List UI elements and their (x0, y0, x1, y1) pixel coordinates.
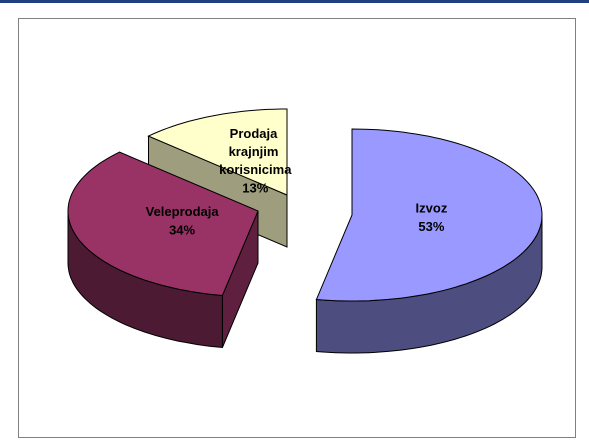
slice-label-line: Izvoz (416, 201, 448, 216)
slice-label-line: krajnjim (229, 144, 282, 159)
slice-label: Izvoz (416, 201, 448, 216)
top-border (0, 0, 589, 3)
slice-top (67, 151, 259, 297)
slice-top (147, 108, 288, 196)
slice-value-label: 34% (169, 223, 195, 238)
slice-label: Veleprodaja (146, 205, 220, 220)
slice-label-line: Prodaja (230, 126, 281, 141)
slice-value-label: 53% (418, 219, 444, 234)
slice-label: Prodaja krajnjim korisnicima (219, 126, 292, 177)
slice-value-label: 13% (242, 180, 268, 195)
slice-top (315, 128, 543, 302)
slice (67, 151, 259, 349)
slice-label-line: Veleprodaja (146, 205, 220, 220)
slice-label-line: korisnicima (219, 162, 292, 177)
slice (315, 128, 543, 354)
